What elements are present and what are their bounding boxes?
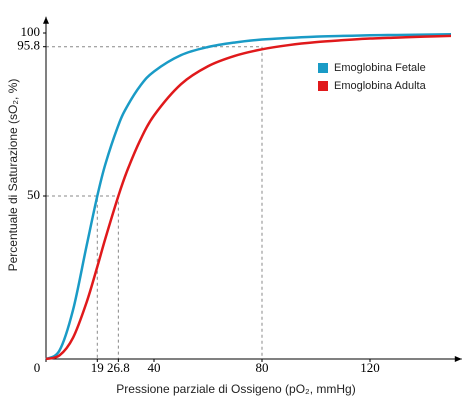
- x-tick-label: 80: [256, 360, 269, 375]
- x-tick-label: 0: [34, 360, 41, 375]
- legend-swatch: [318, 63, 328, 73]
- y-tick-label: 50: [27, 187, 40, 202]
- x-tick-label: 40: [148, 360, 161, 375]
- legend-label: Emoglobina Adulta: [334, 80, 427, 92]
- series-line: [45, 34, 452, 361]
- x-tick-label: 19: [91, 360, 104, 375]
- guide-line: [46, 195, 98, 359]
- x-tick-label: 26.8: [107, 360, 130, 375]
- y-axis-label: Percentuale di Saturazione (sO₂, %): [6, 79, 20, 272]
- x-tick-label: 120: [360, 360, 380, 375]
- y-axis-arrow: [43, 16, 49, 24]
- guide-line: [46, 195, 119, 359]
- series-line: [45, 33, 452, 361]
- y-tick-label: 100: [21, 24, 41, 39]
- x-axis-arrow: [454, 356, 462, 362]
- x-axis-label: Pressione parziale di Ossigeno (pO₂, mmH…: [116, 382, 355, 396]
- legend-label: Emoglobina Fetale: [334, 62, 426, 74]
- legend-swatch: [318, 81, 328, 91]
- y-tick-label: 95.8: [17, 38, 40, 53]
- guide-line: [46, 46, 263, 359]
